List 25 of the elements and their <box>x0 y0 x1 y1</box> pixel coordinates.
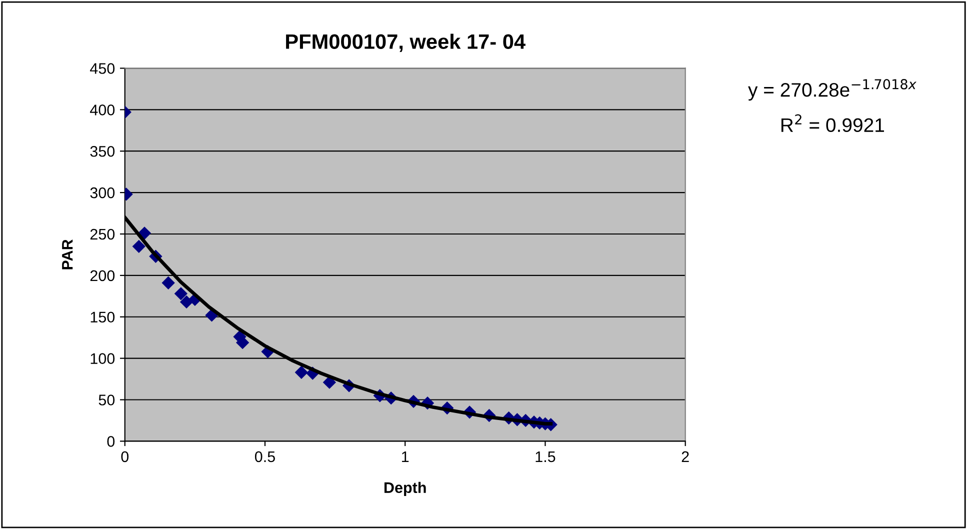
y-tick-label: 350 <box>90 146 115 157</box>
y-tick-label: 400 <box>90 104 115 116</box>
chart-title: PFM000107, week 17- 04 <box>286 34 526 52</box>
point <box>132 240 146 254</box>
text: R$^{2}$ = 0.9921 <box>781 114 884 132</box>
y-tick-label: 100 <box>90 353 115 364</box>
point <box>294 366 308 379</box>
x-tick-label: 2 <box>682 451 689 462</box>
point <box>162 276 175 290</box>
point <box>180 295 194 309</box>
x-tick-label: 1.5 <box>536 451 556 462</box>
y-axis-title: PAR <box>62 239 73 270</box>
x-tick-label: 1 <box>402 451 409 462</box>
y-tick-label: 300 <box>90 187 115 198</box>
point <box>174 287 188 300</box>
y-tick-label: 50 <box>98 394 115 406</box>
x-axis-title: Depth <box>384 482 426 496</box>
x-tick-label: 0 <box>121 451 129 462</box>
text: y = 270.28e$^{−1.7018x}$ <box>748 79 916 101</box>
y-tick-label: 200 <box>90 270 115 282</box>
x-tick-label: 0.5 <box>254 451 275 462</box>
y-tick-label: 150 <box>90 312 115 323</box>
y-tick-label: 250 <box>90 228 115 240</box>
y-tick-label: 0 <box>107 436 115 447</box>
y-tick-label: 450 <box>90 63 115 74</box>
